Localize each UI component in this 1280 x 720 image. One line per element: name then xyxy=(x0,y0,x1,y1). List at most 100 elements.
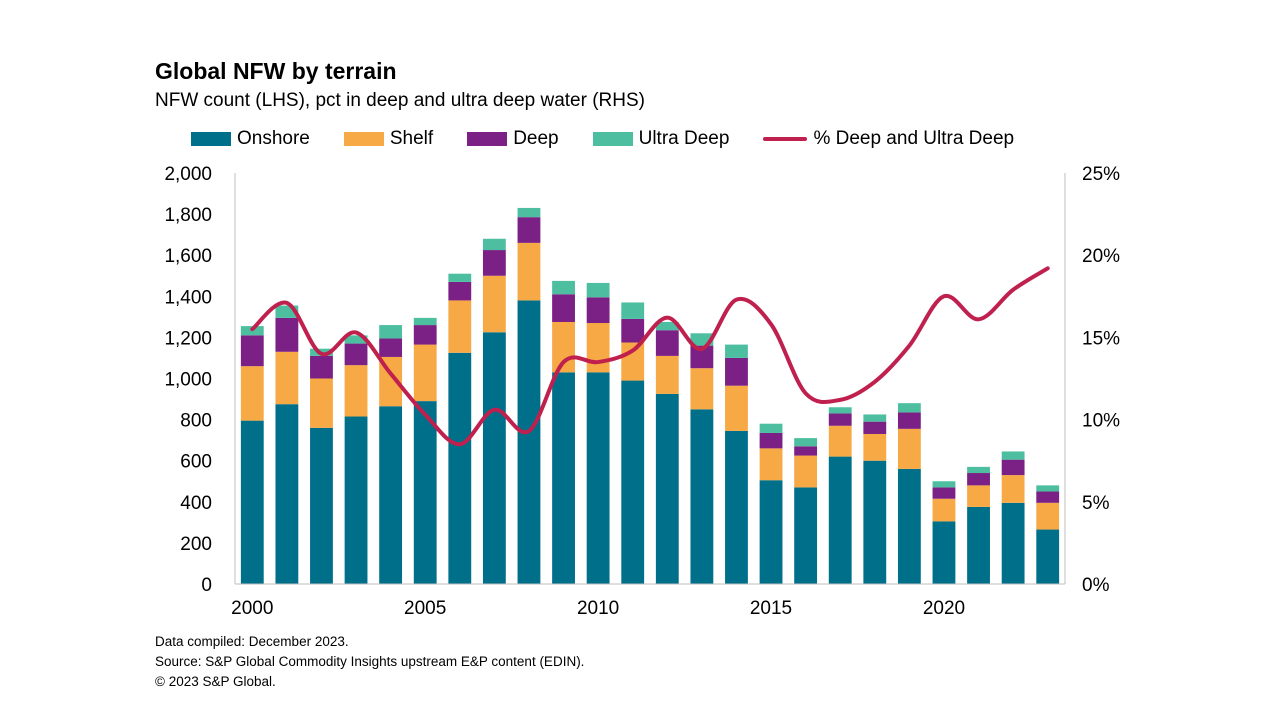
bar-deep-2016 xyxy=(794,446,818,456)
footnote-copyright: © 2023 S&P Global. xyxy=(155,674,276,689)
bar-ultra-deep-2023 xyxy=(1036,485,1060,492)
chart-subtitle: NFW count (LHS), pct in deep and ultra d… xyxy=(155,90,645,111)
bar-shelf-2012 xyxy=(655,355,679,394)
x-tick-label: 2005 xyxy=(404,598,446,619)
bar-shelf-2016 xyxy=(794,455,818,488)
bar-onshore-2019 xyxy=(897,468,921,584)
bar-ultra-deep-2003 xyxy=(344,335,368,344)
bar-onshore-2022 xyxy=(1001,502,1025,584)
legend-swatch-pct-deep-ultra xyxy=(763,137,808,141)
y-left-tick-label: 0 xyxy=(201,575,212,596)
bar-onshore-2001 xyxy=(275,404,299,584)
bar-ultra-deep-2019 xyxy=(897,403,921,413)
bar-deep-2007 xyxy=(482,250,506,276)
bar-deep-2010 xyxy=(586,297,610,324)
bar-deep-2017 xyxy=(828,413,852,426)
legend-swatch-deep xyxy=(467,132,508,146)
chart-title: Global NFW by terrain xyxy=(155,58,397,84)
bar-shelf-2023 xyxy=(1036,502,1060,530)
bar-deep-2013 xyxy=(690,345,714,369)
bar-ultra-deep-2015 xyxy=(759,423,783,433)
bar-onshore-2018 xyxy=(863,460,887,584)
bar-deep-2020 xyxy=(932,487,956,499)
legend-swatch-onshore xyxy=(191,132,231,146)
chart-legend: Onshore Shelf Deep Ultra Deep % Deep and… xyxy=(191,128,1014,150)
bar-ultra-deep-2018 xyxy=(863,414,887,422)
bar-ultra-deep-2014 xyxy=(725,344,748,358)
y-right-tick-label: 10% xyxy=(1082,411,1120,432)
bar-shelf-2020 xyxy=(932,498,956,522)
bar-ultra-deep-2007 xyxy=(482,238,506,251)
bar-onshore-2012 xyxy=(655,393,679,584)
bar-shelf-2017 xyxy=(828,425,852,457)
legend-label-onshore: Onshore xyxy=(237,128,310,149)
bar-shelf-2002 xyxy=(310,378,333,428)
bar-ultra-deep-2021 xyxy=(967,466,990,474)
bar-onshore-2023 xyxy=(1036,529,1060,584)
bar-ultra-deep-2005 xyxy=(413,317,437,326)
bar-shelf-2010 xyxy=(586,323,610,373)
bar-deep-2009 xyxy=(552,294,575,322)
bar-shelf-2014 xyxy=(725,385,748,431)
legend-item-onshore: Onshore xyxy=(191,128,310,150)
x-tick-label: 2000 xyxy=(231,598,273,619)
y-left-tick-label: 400 xyxy=(180,493,212,514)
bar-ultra-deep-2012 xyxy=(655,321,679,331)
legend-label-shelf: Shelf xyxy=(389,128,434,149)
x-tick-label: 2010 xyxy=(577,598,619,619)
bar-onshore-2017 xyxy=(828,456,852,584)
bar-shelf-2015 xyxy=(759,448,783,481)
bar-shelf-2019 xyxy=(897,428,921,469)
y-left-tick-label: 200 xyxy=(180,534,212,555)
bar-onshore-2006 xyxy=(448,352,472,584)
bar-onshore-2004 xyxy=(379,406,403,584)
bar-onshore-2013 xyxy=(690,409,714,584)
bar-deep-2005 xyxy=(413,325,437,345)
bar-shelf-2021 xyxy=(967,485,990,507)
bar-ultra-deep-2004 xyxy=(379,325,403,339)
legend-label-pct-deep-ultra: % Deep and Ultra Deep xyxy=(813,128,1015,149)
y-left-tick-label: 800 xyxy=(180,411,212,432)
x-tick-label: 2020 xyxy=(923,598,965,619)
bar-onshore-2010 xyxy=(586,372,610,584)
bar-deep-2021 xyxy=(967,473,990,486)
bar-shelf-2003 xyxy=(344,365,368,417)
legend-label-ultra-deep: Ultra Deep xyxy=(638,128,730,149)
legend-item-pct-deep-ultra: % Deep and Ultra Deep xyxy=(763,128,1014,150)
bar-shelf-2000 xyxy=(240,366,264,421)
bar-deep-2004 xyxy=(379,338,403,357)
bar-shelf-2022 xyxy=(1001,475,1025,503)
bar-onshore-2016 xyxy=(794,487,818,584)
bar-onshore-2014 xyxy=(725,430,748,584)
bar-deep-2011 xyxy=(621,318,645,343)
bar-shelf-2005 xyxy=(413,344,437,402)
legend-swatch-shelf xyxy=(343,132,384,146)
bar-onshore-2021 xyxy=(967,506,990,584)
bar-onshore-2020 xyxy=(932,521,956,584)
bar-deep-2022 xyxy=(1001,459,1025,476)
bar-deep-2008 xyxy=(517,217,541,243)
bar-ultra-deep-2011 xyxy=(621,302,645,319)
bar-onshore-2009 xyxy=(552,372,575,584)
bar-onshore-2005 xyxy=(413,401,437,584)
bar-onshore-2008 xyxy=(517,300,541,584)
footnotes: Data compiled: December 2023. Source: S&… xyxy=(155,632,584,692)
bar-shelf-2013 xyxy=(690,368,714,410)
bar-ultra-deep-2009 xyxy=(552,280,575,295)
bar-onshore-2007 xyxy=(482,332,506,584)
bar-onshore-2000 xyxy=(240,420,264,584)
footnote-compiled: Data compiled: December 2023. xyxy=(155,634,349,649)
bar-onshore-2015 xyxy=(759,480,783,584)
bar-ultra-deep-2008 xyxy=(517,207,541,218)
bar-ultra-deep-2010 xyxy=(586,282,610,298)
bar-deep-2014 xyxy=(725,357,748,386)
legend-item-ultra-deep: Ultra Deep xyxy=(592,128,730,150)
bar-deep-2019 xyxy=(897,412,921,429)
bar-ultra-deep-2016 xyxy=(794,438,818,447)
y-right-tick-label: 15% xyxy=(1082,328,1120,349)
y-right-tick-label: 5% xyxy=(1082,493,1110,514)
y-left-tick-label: 600 xyxy=(180,452,212,473)
bar-ultra-deep-2020 xyxy=(932,481,956,488)
bar-deep-2018 xyxy=(863,421,887,434)
